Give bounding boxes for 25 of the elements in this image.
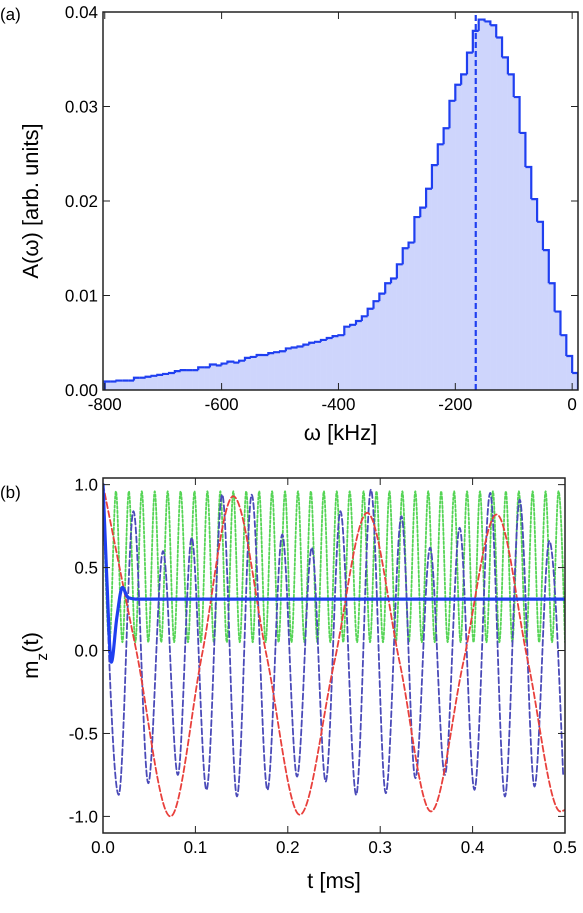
x-axis-title: t [ms] [307, 868, 361, 893]
x-tick-label: 0.3 [368, 838, 392, 857]
y-tick-label: 0.04 [64, 2, 98, 22]
y-tick-label: 0.0 [74, 641, 98, 660]
y-tick-label: -1.0 [68, 807, 98, 826]
x-tick-label: -600 [204, 395, 239, 414]
y-tick-label: 0.01 [64, 286, 98, 306]
y-tick-label: 0.5 [74, 558, 98, 578]
x-tick-label: 0.4 [460, 838, 484, 857]
chart-title: (b) [0, 483, 21, 502]
x-tick-label: -800 [88, 395, 122, 414]
x-tick-label: 0.1 [184, 838, 208, 857]
y-tick-label: 1.0 [74, 476, 98, 495]
x-tick-label: -200 [438, 395, 472, 414]
x-tick-label: -400 [321, 395, 356, 414]
x-tick-label: 0.2 [276, 838, 300, 857]
chart-title: (a) [0, 5, 21, 24]
y-tick-label: -0.5 [68, 724, 98, 744]
x-axis-title: ω [kHz] [304, 420, 378, 445]
x-tick-label: 0.5 [553, 838, 577, 857]
y-tick-label: 0.03 [64, 97, 98, 116]
x-tick-label: 0 [567, 395, 577, 414]
y-tick-label: 0.02 [64, 192, 98, 211]
y-axis-title: A(ω) [arb. units] [18, 123, 43, 279]
x-tick-label: 0.0 [91, 838, 115, 857]
